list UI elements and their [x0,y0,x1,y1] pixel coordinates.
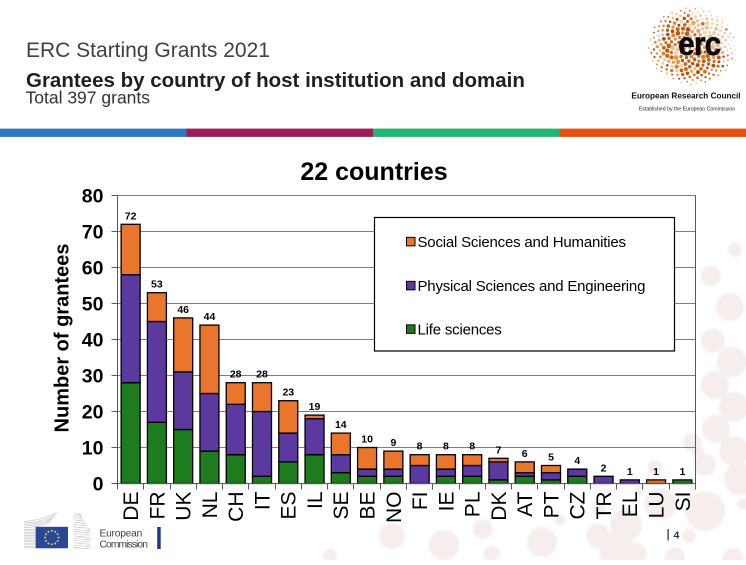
svg-text:erc: erc [678,24,720,62]
svg-text:30: 30 [82,365,104,387]
svg-text:BE: BE [357,492,380,520]
svg-text:Life sciences: Life sciences [418,322,502,339]
svg-text:10: 10 [361,434,373,446]
svg-text:5: 5 [548,452,554,464]
svg-text:DE: DE [120,492,143,521]
svg-text:IE: IE [435,492,458,512]
svg-text:9: 9 [390,437,396,449]
svg-text:7: 7 [496,444,502,456]
svg-text:1: 1 [627,466,633,478]
svg-text:PL: PL [462,492,485,518]
svg-text:8: 8 [469,441,475,453]
svg-text:72: 72 [125,210,137,222]
svg-text:ERC Starting Grants 2021: ERC Starting Grants 2021 [26,39,270,62]
svg-text:FI: FI [409,492,432,511]
svg-text:14: 14 [335,419,347,431]
svg-text:8: 8 [417,441,423,453]
svg-text:IT: IT [251,491,274,510]
svg-text:EL: EL [619,492,642,518]
svg-text:Commission: Commission [100,540,148,551]
svg-text:NO: NO [383,492,406,524]
svg-text:Total 397 grants: Total 397 grants [26,88,151,108]
svg-text:1: 1 [679,466,685,478]
svg-text:23: 23 [282,387,294,399]
svg-text:20: 20 [82,401,104,423]
svg-text:1: 1 [653,466,659,478]
svg-text:44: 44 [204,311,216,323]
svg-text:8: 8 [443,441,449,453]
svg-text:6: 6 [522,448,528,460]
svg-text:CH: CH [225,492,248,522]
svg-text:European Research Council: European Research Council [631,92,740,101]
svg-text:AT: AT [514,491,537,516]
svg-text:Established by the European Co: Established by the European Commission [639,107,735,113]
svg-text:28: 28 [256,369,268,381]
svg-text:NL: NL [199,492,222,519]
svg-text:IL: IL [304,492,327,510]
svg-text:2: 2 [601,462,607,474]
svg-text:DK: DK [488,492,511,521]
svg-text:80: 80 [82,185,104,207]
svg-text:TR: TR [593,492,616,520]
svg-text:19: 19 [309,401,321,413]
svg-text:0: 0 [93,473,104,495]
svg-text:22 countries: 22 countries [300,158,447,186]
svg-text:SE: SE [330,492,353,520]
svg-text:40: 40 [82,329,104,351]
svg-text:28: 28 [230,369,242,381]
svg-text:PT: PT [540,491,563,518]
svg-text:Physical Sciences and Engineer: Physical Sciences and Engineering [418,278,646,295]
svg-text:53: 53 [151,279,163,291]
svg-text:LU: LU [646,492,669,519]
svg-text:CZ: CZ [567,491,590,519]
svg-text:SI: SI [672,492,695,512]
svg-text:60: 60 [82,257,104,279]
svg-text:Number of grantees: Number of grantees [52,244,74,433]
svg-text:4: 4 [674,530,680,542]
svg-text:50: 50 [82,293,104,315]
svg-text:Social Sciences and Humanities: Social Sciences and Humanities [418,234,626,251]
svg-text:70: 70 [82,221,104,243]
svg-text:10: 10 [82,437,104,459]
svg-text:46: 46 [177,304,189,316]
svg-text:ES: ES [278,492,301,520]
svg-text:European: European [100,529,143,540]
svg-text:UK: UK [173,492,196,521]
svg-text:FR: FR [146,492,169,520]
svg-text:4: 4 [574,455,580,467]
